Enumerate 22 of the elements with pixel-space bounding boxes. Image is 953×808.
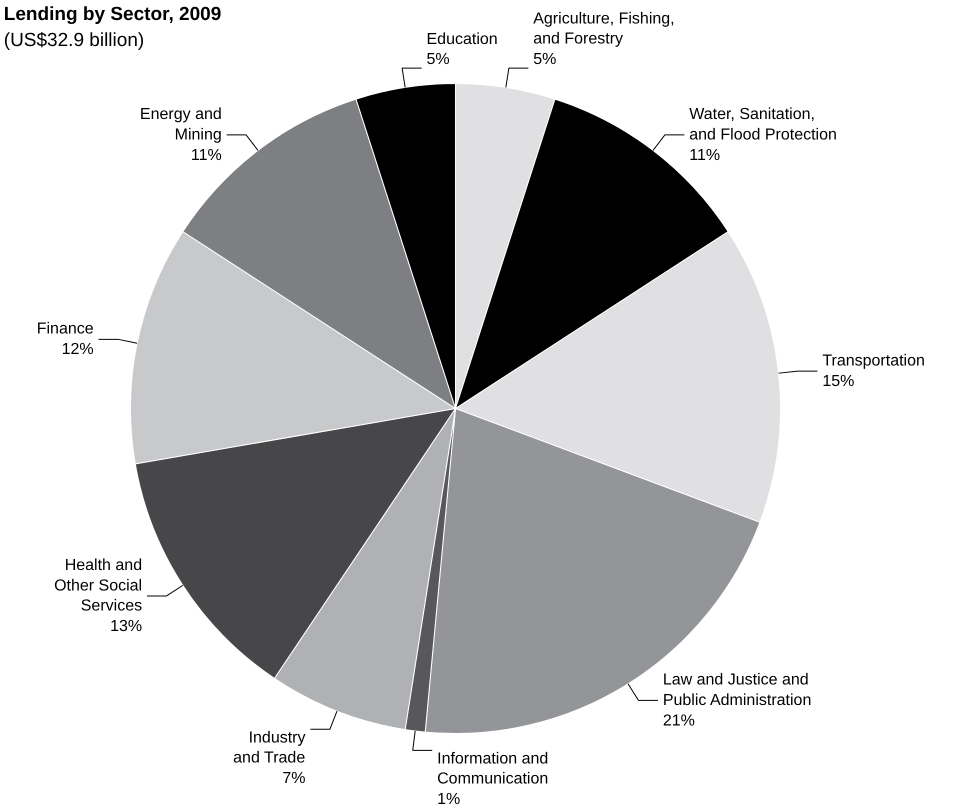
slice-label: Information and Communication bbox=[437, 750, 548, 788]
slice-label: Transportation bbox=[822, 352, 925, 370]
data-label: 1% bbox=[437, 791, 460, 808]
data-label: 11% bbox=[190, 146, 222, 164]
text: (US$32.9 billion) bbox=[4, 30, 144, 51]
slice-label: Industry and Trade bbox=[233, 729, 306, 767]
chart-title: Lending by Sector, 2009 bbox=[4, 4, 222, 25]
data-label: 5% bbox=[426, 51, 450, 68]
slice-label: Agriculture, Fishing, and Forestry bbox=[533, 10, 675, 48]
data-label: 13% bbox=[110, 618, 142, 636]
slice-label: Education bbox=[426, 30, 498, 48]
data-label: 5% bbox=[533, 51, 556, 68]
data-label: 15% bbox=[822, 372, 854, 390]
slice-label: Finance bbox=[36, 320, 94, 338]
slice-label: Energy and Mining bbox=[140, 106, 222, 144]
slice-label: Health and Other Social Services bbox=[54, 556, 142, 615]
slice-label: Water, Sanitation, and Flood Protection bbox=[689, 106, 837, 144]
slice-label: Law and Justice and Public Administration bbox=[662, 672, 812, 709]
data-label: 12% bbox=[62, 341, 94, 358]
data-label: 7% bbox=[282, 770, 306, 788]
data-label: 21% bbox=[662, 712, 695, 730]
data-label: 11% bbox=[689, 146, 720, 164]
